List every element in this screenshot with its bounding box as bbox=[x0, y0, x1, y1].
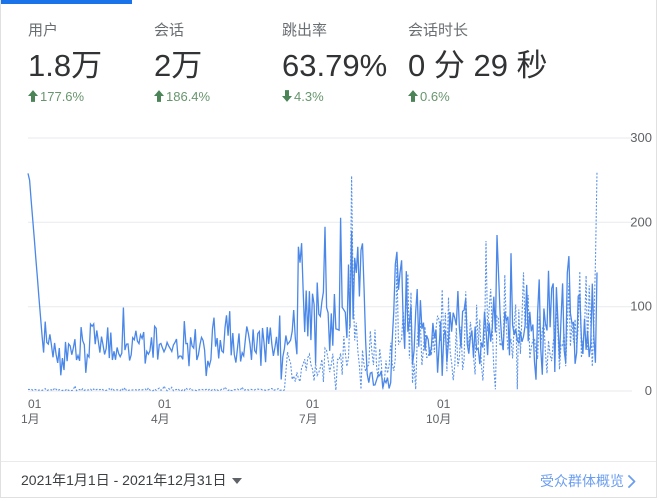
svg-text:300: 300 bbox=[630, 130, 652, 145]
svg-text:4月: 4月 bbox=[151, 412, 170, 426]
svg-text:10月: 10月 bbox=[426, 412, 451, 426]
svg-text:100: 100 bbox=[630, 299, 652, 314]
svg-text:200: 200 bbox=[630, 214, 652, 229]
svg-text:0: 0 bbox=[645, 383, 652, 398]
svg-text:01: 01 bbox=[437, 397, 451, 411]
svg-text:01: 01 bbox=[158, 397, 172, 411]
svg-text:01: 01 bbox=[306, 397, 320, 411]
svg-text:1月: 1月 bbox=[21, 412, 40, 426]
svg-text:01: 01 bbox=[28, 397, 42, 411]
svg-text:7月: 7月 bbox=[299, 412, 318, 426]
